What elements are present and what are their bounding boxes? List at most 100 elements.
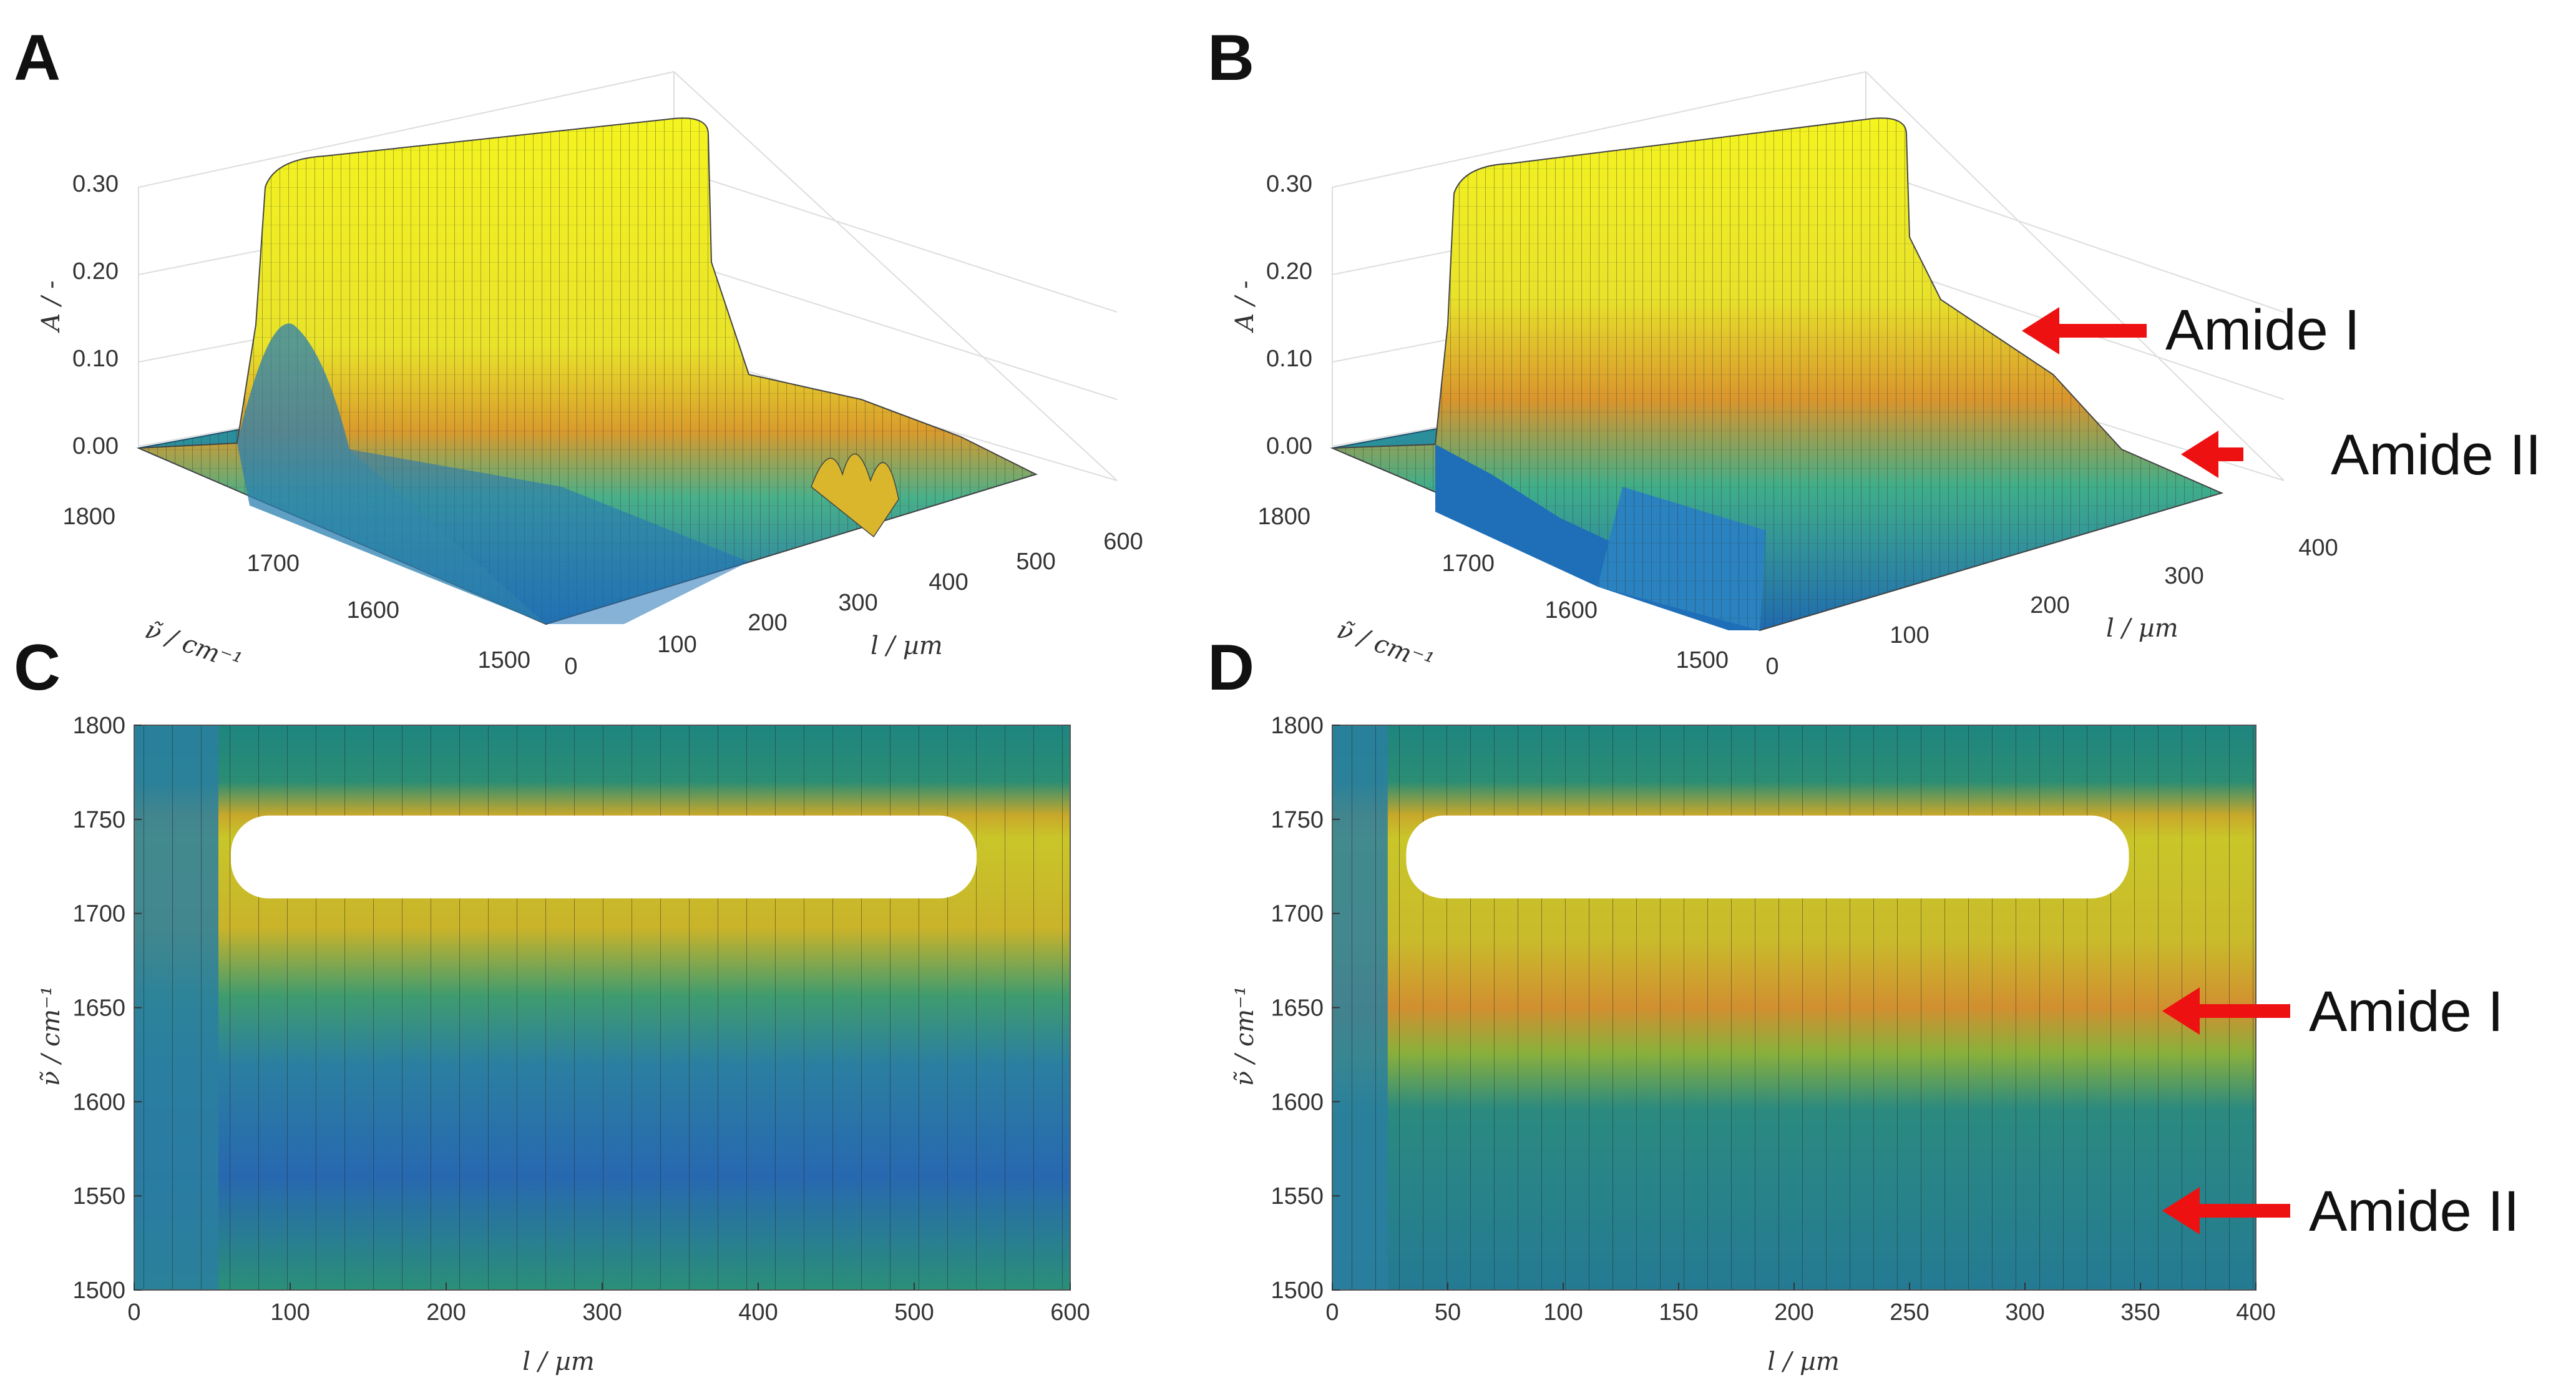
b-z-tick: 0.30 (1266, 171, 1312, 197)
y-tick-label: 1750 (72, 807, 125, 833)
d-amide-ii-label: Amide II (2309, 1180, 2519, 1243)
panel-d-heatmap: 0 50 100 150 200 250 300 350 400 1800 1750 1700 1650… (1271, 713, 2275, 1326)
a-x-tick: 0 (564, 653, 577, 680)
y-tick-label: 1500 (72, 1278, 125, 1304)
c-y-axis-label: ν̃ / cm⁻¹ (37, 986, 66, 1087)
y-tick-label: 1700 (72, 901, 125, 927)
c-x-axis-label: l / µm (522, 1347, 595, 1376)
a-x-tick: 300 (838, 590, 877, 616)
b-y-tick: 1500 (1676, 647, 1729, 673)
a-y-tick: 1500 (477, 647, 530, 673)
y-tick-label: 1550 (1271, 1183, 1324, 1209)
a-z-tick: 0.20 (72, 258, 119, 285)
panel-letter-b: B (1208, 22, 1254, 94)
panel-b-x-ticks: 0 100 200 300 400 (1765, 535, 2338, 680)
panel-a-y-ticks: 1800 1700 1600 1500 (62, 504, 530, 673)
saturated-band (231, 815, 977, 899)
b-y-axis-label: ν̃ / cm⁻¹ (1334, 615, 1438, 677)
arrow-head-icon (2162, 987, 2200, 1035)
x-tick-label: 600 (1050, 1299, 1090, 1326)
panel-a: A 0.00 0.10 0.20 0.30 A / - (14, 22, 1143, 680)
x-tick-label: 400 (738, 1299, 778, 1326)
x-tick-label: 300 (582, 1299, 622, 1326)
heatmap-off-sample-grid (134, 725, 218, 1290)
panel-b-y-ticks: 1800 1700 1600 1500 (1257, 504, 1729, 673)
panel-b-surface (1330, 117, 2224, 632)
x-tick-label: 100 (270, 1299, 310, 1326)
a-y-tick: 1800 (62, 504, 115, 530)
x-tick-label: 200 (426, 1299, 466, 1326)
arrow-head-icon (2022, 307, 2059, 354)
y-tick-label: 1650 (72, 995, 125, 1022)
arrow-head-icon (2162, 1187, 2200, 1234)
b-x-tick: 200 (2030, 592, 2069, 618)
y-tick-label: 1750 (1271, 807, 1324, 833)
y-tick-label: 1800 (72, 713, 125, 739)
panel-a-x-ticks: 0 100 200 300 400 500 600 (564, 529, 1143, 680)
b-x-tick: 300 (2164, 563, 2203, 589)
x-tick-label: 300 (2005, 1299, 2044, 1326)
heatmap-off-sample-grid (1332, 725, 1388, 1290)
a-x-tick: 500 (1016, 549, 1055, 575)
x-tick-label: 500 (894, 1299, 934, 1326)
b-y-tick: 1800 (1257, 504, 1310, 530)
panel-d: D 0 50 100 150 200 250 300 350 400 1800 1750 1700 16… (1208, 632, 2519, 1376)
y-tick-label: 1500 (1271, 1278, 1324, 1304)
arrow-head-icon (2181, 431, 2218, 478)
a-x-tick: 200 (748, 610, 787, 636)
y-tick-label: 1650 (1271, 995, 1324, 1022)
x-tick-label: 0 (127, 1299, 140, 1326)
a-y-axis-label: ν̃ / cm⁻¹ (142, 615, 246, 677)
panel-letter-d: D (1208, 632, 1254, 704)
saturated-band (1406, 815, 2129, 899)
a-x-tick: 600 (1103, 529, 1143, 555)
x-tick-label: 50 (1435, 1299, 1461, 1326)
a-z-tick: 0.30 (72, 171, 119, 197)
b-x-axis-label: l / µm (2106, 614, 2178, 643)
heatmap-column-grid (134, 725, 1070, 1290)
b-x-tick: 100 (1890, 622, 1929, 648)
y-tick-label: 1800 (1271, 713, 1324, 739)
panel-c: C 0 100 200 300 400 500 600 1800 1750 1700 1650 160… (14, 632, 1090, 1376)
y-tick-label: 1600 (1271, 1089, 1324, 1115)
a-z-tick: 0.00 (72, 433, 119, 459)
panel-b-z-ticks: 0.00 0.10 0.20 0.30 (1266, 171, 1312, 459)
panel-a-z-ticks: 0.00 0.10 0.20 0.30 (72, 171, 119, 459)
panel-letter-a: A (14, 22, 61, 94)
y-tick-label: 1550 (72, 1183, 125, 1209)
x-tick-label: 400 (2236, 1299, 2275, 1326)
x-tick-label: 0 (1325, 1299, 1339, 1326)
b-z-axis-label: A / - (1231, 280, 1259, 333)
y-tick-label: 1700 (1271, 901, 1324, 927)
b-x-tick: 0 (1765, 653, 1778, 680)
d-x-axis-label: l / µm (1767, 1347, 1840, 1376)
y-tick-label: 1600 (72, 1089, 125, 1115)
b-x-tick: 400 (2298, 535, 2338, 561)
x-tick-label: 100 (1543, 1299, 1583, 1326)
a-z-axis-label: A / - (37, 280, 66, 333)
b-amide-ii-annotation: Amide II (2181, 423, 2541, 487)
b-amide-ii-label: Amide II (2331, 423, 2541, 487)
panel-c-heatmap: 0 100 200 300 400 500 600 1800 1750 1700 1650 1600 1… (72, 713, 1090, 1326)
b-y-tick: 1700 (1442, 550, 1495, 577)
d-y-axis-label: ν̃ / cm⁻¹ (1231, 986, 1259, 1087)
d-amide-i-annotation: Amide I (2162, 980, 2504, 1043)
b-z-tick: 0.20 (1266, 258, 1312, 285)
panel-letter-c: C (14, 632, 61, 704)
a-x-tick: 400 (929, 569, 968, 595)
b-z-tick: 0.10 (1266, 346, 1312, 372)
d-amide-i-label: Amide I (2309, 980, 2504, 1043)
x-tick-label: 250 (1890, 1299, 1929, 1326)
a-x-axis-label: l / µm (871, 632, 943, 660)
panel-a-surface (136, 117, 1038, 625)
d-amide-ii-annotation: Amide II (2162, 1180, 2519, 1243)
panel-b: B 0.00 0.10 0.20 0.30 A / - 1800 (1208, 22, 2541, 680)
b-y-tick: 1600 (1544, 597, 1598, 623)
a-x-tick: 100 (657, 632, 696, 658)
x-tick-label: 350 (2120, 1299, 2160, 1326)
a-y-tick: 1600 (346, 597, 399, 623)
b-amide-i-label: Amide I (2165, 298, 2360, 362)
heatmap-column-grid (1332, 725, 2256, 1290)
x-tick-label: 200 (1774, 1299, 1813, 1326)
